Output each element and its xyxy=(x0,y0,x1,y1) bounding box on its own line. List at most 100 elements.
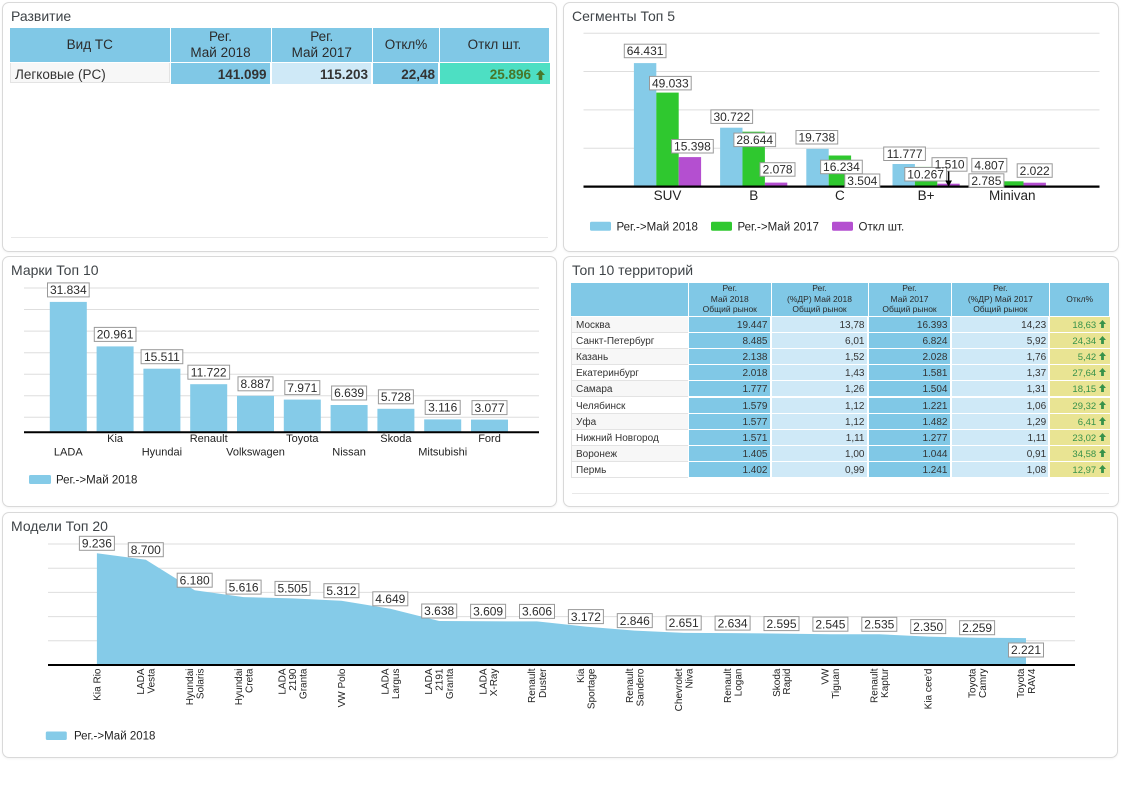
svg-text:28.644: 28.644 xyxy=(736,133,773,147)
svg-text:2.078: 2.078 xyxy=(763,163,793,177)
svg-text:2.535: 2.535 xyxy=(864,618,894,632)
svg-text:Kia: Kia xyxy=(107,433,124,445)
svg-text:Largus: Largus xyxy=(391,669,402,700)
svg-text:8.887: 8.887 xyxy=(240,377,270,391)
svg-text:Vesta: Vesta xyxy=(147,668,158,693)
svg-text:16.234: 16.234 xyxy=(823,160,860,174)
svg-text:20.961: 20.961 xyxy=(97,328,134,342)
svg-text:6.180: 6.180 xyxy=(180,573,210,587)
svg-text:Renault: Renault xyxy=(625,668,636,703)
svg-text:Chevrolet: Chevrolet xyxy=(674,668,685,711)
svg-text:15.398: 15.398 xyxy=(674,139,711,153)
svg-text:Skoda: Skoda xyxy=(772,668,783,697)
svg-text:Рег.->Май 2017: Рег.->Май 2017 xyxy=(738,222,819,234)
svg-text:LADA: LADA xyxy=(381,668,392,694)
svg-text:Solaris: Solaris xyxy=(195,669,206,700)
svg-text:10.267: 10.267 xyxy=(907,167,944,181)
svg-text:VW Polo: VW Polo xyxy=(337,668,348,707)
svg-text:Niva: Niva xyxy=(684,668,695,688)
svg-text:LADA: LADA xyxy=(478,668,489,694)
svg-text:3.172: 3.172 xyxy=(571,610,601,624)
svg-text:11.777: 11.777 xyxy=(887,147,923,161)
svg-text:Toyota: Toyota xyxy=(286,433,319,445)
svg-text:49.033: 49.033 xyxy=(652,76,689,90)
svg-text:Hyundai: Hyundai xyxy=(234,669,245,706)
svg-text:8.700: 8.700 xyxy=(131,543,161,557)
svg-text:Renault: Renault xyxy=(723,668,734,703)
svg-text:Откл шт.: Откл шт. xyxy=(859,222,905,234)
svg-text:Minivan: Minivan xyxy=(989,188,1036,203)
svg-text:15.511: 15.511 xyxy=(144,350,180,364)
svg-text:Sportage: Sportage xyxy=(587,668,598,709)
svg-text:SUV: SUV xyxy=(654,188,682,203)
svg-text:VW: VW xyxy=(821,668,832,685)
svg-text:C: C xyxy=(835,188,845,203)
svg-text:LADA: LADA xyxy=(136,668,147,694)
svg-text:Kia: Kia xyxy=(576,668,587,683)
svg-text:4.807: 4.807 xyxy=(974,158,1004,172)
svg-text:3.606: 3.606 xyxy=(522,605,552,619)
svg-text:5.616: 5.616 xyxy=(229,580,259,594)
svg-text:X-Ray: X-Ray xyxy=(489,669,500,697)
svg-text:2.595: 2.595 xyxy=(766,617,796,631)
svg-text:3.609: 3.609 xyxy=(473,605,503,619)
svg-text:RAV4: RAV4 xyxy=(1027,668,1038,694)
svg-text:Renault: Renault xyxy=(190,433,228,445)
svg-text:Mitsubishi: Mitsubishi xyxy=(418,447,467,459)
svg-text:B+: B+ xyxy=(918,188,935,203)
svg-text:3.077: 3.077 xyxy=(474,401,504,415)
svg-text:3.504: 3.504 xyxy=(847,174,877,188)
svg-text:Hyundai: Hyundai xyxy=(142,447,182,459)
svg-text:19.738: 19.738 xyxy=(798,130,835,144)
svg-text:2.545: 2.545 xyxy=(815,617,845,631)
svg-text:LADA: LADA xyxy=(278,668,289,694)
svg-text:5.728: 5.728 xyxy=(381,390,411,404)
svg-text:3.116: 3.116 xyxy=(428,401,457,415)
svg-text:LADA: LADA xyxy=(424,668,435,694)
svg-text:Rapid: Rapid xyxy=(782,669,793,695)
svg-text:Logan: Logan xyxy=(733,669,744,697)
svg-text:Рег.->Май 2018: Рег.->Май 2018 xyxy=(56,475,137,487)
svg-text:31.834: 31.834 xyxy=(50,283,87,297)
svg-text:2.846: 2.846 xyxy=(620,614,650,628)
svg-text:4.649: 4.649 xyxy=(375,592,405,606)
svg-text:2.651: 2.651 xyxy=(669,616,699,630)
svg-text:Renault: Renault xyxy=(870,668,881,703)
svg-text:7.971: 7.971 xyxy=(287,381,317,395)
svg-text:64.431: 64.431 xyxy=(627,44,664,58)
svg-text:Рег.->Май 2018: Рег.->Май 2018 xyxy=(617,222,698,234)
svg-text:11.722: 11.722 xyxy=(191,365,227,379)
svg-text:Tiguan: Tiguan xyxy=(831,669,842,699)
svg-text:2191: 2191 xyxy=(435,668,446,691)
svg-text:Nissan: Nissan xyxy=(332,447,366,459)
svg-text:Toyota: Toyota xyxy=(967,668,978,698)
svg-text:3.638: 3.638 xyxy=(424,604,454,618)
svg-text:2.022: 2.022 xyxy=(1020,164,1050,178)
svg-text:Renault: Renault xyxy=(527,668,538,703)
svg-text:1.510: 1.510 xyxy=(935,158,965,172)
svg-text:2.350: 2.350 xyxy=(913,620,943,634)
svg-text:5.505: 5.505 xyxy=(277,582,307,596)
svg-text:LADA: LADA xyxy=(54,447,83,459)
svg-text:Kaptur: Kaptur xyxy=(880,668,891,698)
svg-text:Camry: Camry xyxy=(978,669,989,698)
svg-text:Duster: Duster xyxy=(538,668,549,698)
svg-text:Hyundai: Hyundai xyxy=(185,669,196,706)
svg-text:5.312: 5.312 xyxy=(326,584,356,598)
svg-text:6.639: 6.639 xyxy=(334,386,364,400)
svg-text:Kia Rio: Kia Rio xyxy=(92,668,103,701)
svg-text:Ford: Ford xyxy=(478,433,501,445)
svg-text:Škoda: Škoda xyxy=(380,432,412,445)
svg-text:30.722: 30.722 xyxy=(713,110,750,124)
svg-text:Sandero: Sandero xyxy=(636,668,647,706)
svg-text:2.221: 2.221 xyxy=(1011,643,1041,657)
svg-text:2190: 2190 xyxy=(288,668,299,691)
svg-text:Рег.->Май 2018: Рег.->Май 2018 xyxy=(74,731,155,743)
svg-text:Toyota: Toyota xyxy=(1016,668,1027,698)
svg-text:Volkswagen: Volkswagen xyxy=(226,447,285,459)
svg-text:Kia cee'd: Kia cee'd xyxy=(924,669,935,710)
svg-text:2.634: 2.634 xyxy=(718,616,748,630)
svg-text:B: B xyxy=(749,188,758,203)
svg-text:9.236: 9.236 xyxy=(82,537,112,551)
svg-text:Granta: Granta xyxy=(445,668,456,699)
